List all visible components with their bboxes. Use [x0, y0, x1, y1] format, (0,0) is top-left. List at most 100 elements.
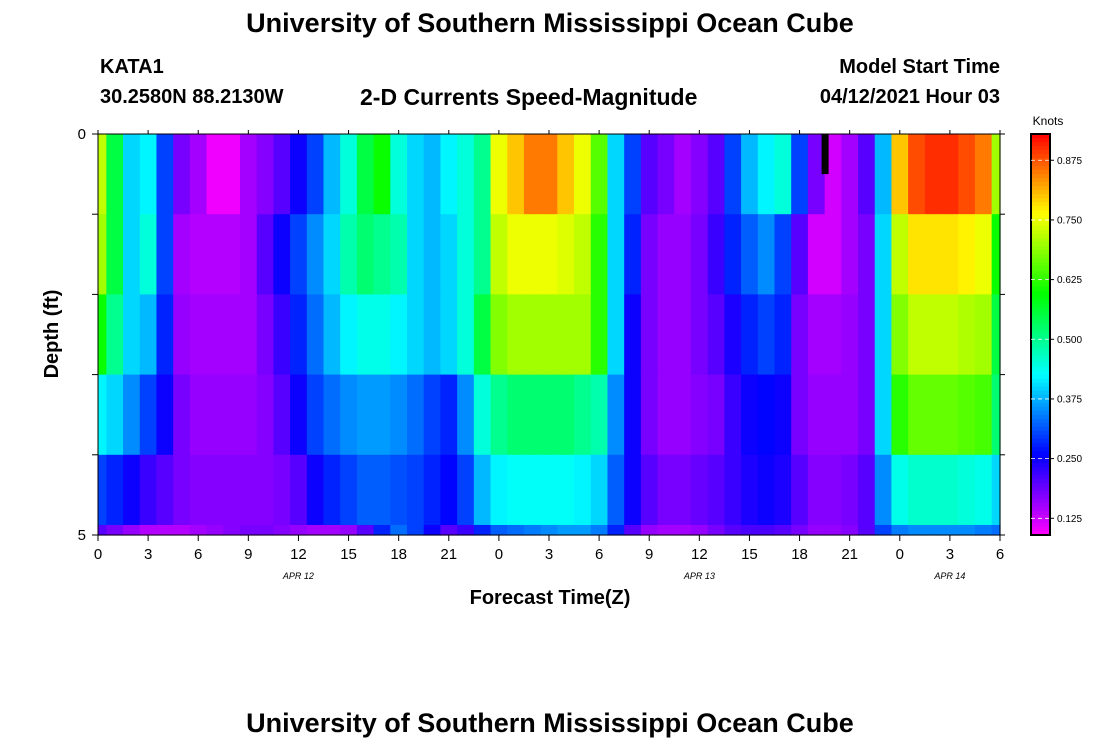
station-coordinates: 30.2580N 88.2130W	[100, 86, 284, 108]
colorbar-swatch	[1031, 482, 1050, 488]
heatmap-cell	[390, 454, 408, 526]
heatmap-cell	[741, 454, 759, 526]
colorbar-swatch	[1031, 494, 1050, 500]
heatmap-cell	[924, 294, 943, 376]
heatmap-cell	[407, 454, 425, 526]
heatmap-cell	[356, 294, 375, 376]
heatmap-cell	[807, 374, 826, 456]
heatmap-cell	[891, 134, 909, 215]
heatmap-cell	[173, 374, 191, 456]
heatmap-cells	[98, 134, 1001, 536]
colorbar-swatch	[1031, 350, 1050, 356]
chart-subtitle: 2-D Currents Speed-Magnitude	[360, 84, 698, 110]
heatmap-cell	[440, 294, 458, 376]
heatmap-cell	[473, 374, 492, 456]
heatmap-cell	[457, 134, 475, 215]
heatmap-cell	[356, 524, 375, 536]
colorbar-swatch	[1031, 214, 1050, 219]
colorbar-swatch	[1031, 222, 1050, 227]
heatmap-cell	[858, 294, 876, 376]
x-tick-label: 3	[545, 546, 553, 563]
heatmap-cell	[156, 374, 174, 456]
colorbar-swatch	[1031, 274, 1050, 279]
heatmap-cell	[874, 134, 893, 215]
colorbar-swatch	[1031, 170, 1050, 175]
colorbar-tick-label: 0.500	[1057, 335, 1082, 346]
colorbar-swatch	[1031, 238, 1050, 243]
heatmap-cell	[273, 214, 291, 295]
heatmap-cell	[306, 374, 325, 456]
colorbar-swatch	[1031, 162, 1050, 167]
heatmap-cell	[574, 454, 592, 526]
heatmap-cell	[390, 294, 408, 376]
model-start-time: 04/12/2021 Hour 03	[819, 86, 1000, 108]
heatmap-cell	[807, 454, 826, 526]
heatmap-cell	[189, 374, 208, 456]
heatmap-cell	[741, 134, 759, 215]
heatmap-cell	[373, 134, 391, 215]
colorbar-swatch	[1031, 386, 1050, 392]
heatmap-cell	[206, 294, 224, 376]
heatmap-cell	[206, 454, 224, 526]
heatmap-cell	[924, 134, 943, 215]
heatmap-cell	[624, 214, 642, 295]
colorbar-swatch	[1031, 338, 1050, 344]
heatmap-cell	[323, 524, 341, 536]
heatmap-cell	[457, 454, 475, 526]
heatmap-cell	[607, 214, 625, 295]
heatmap-cell	[256, 454, 274, 526]
heatmap-cell	[139, 294, 158, 376]
colorbar-swatch	[1031, 246, 1050, 251]
colorbar-swatch	[1031, 486, 1050, 492]
heatmap-cell	[490, 214, 508, 295]
heatmap-cell	[290, 214, 308, 295]
heatmap-cell	[98, 454, 107, 526]
heatmap-cell	[540, 454, 558, 526]
heatmap-cell	[356, 374, 375, 456]
heatmap-cell	[306, 454, 325, 526]
day-label: APR 12	[282, 571, 314, 581]
station-id: KATA1	[100, 56, 164, 78]
heatmap-cell	[390, 374, 408, 456]
heatmap-cell	[423, 134, 442, 215]
heatmap-cell	[824, 214, 842, 295]
heatmap-cell	[106, 524, 124, 536]
heatmap-cell	[958, 214, 976, 295]
heatmap-cell	[473, 294, 492, 376]
heatmap-cell	[256, 134, 274, 215]
heatmap-cell	[206, 134, 224, 215]
colorbar-swatch	[1031, 266, 1050, 271]
heatmap-cell	[223, 214, 241, 295]
heatmap-cell	[690, 214, 709, 295]
heatmap-cell	[624, 454, 642, 526]
heatmap-cell	[457, 294, 475, 376]
heatmap-cell	[858, 454, 876, 526]
heatmap-cell	[407, 524, 425, 536]
heatmap-cell	[974, 294, 993, 376]
colorbar-swatch	[1031, 270, 1050, 275]
heatmap-cell	[741, 374, 759, 456]
heatmap-cell	[473, 134, 492, 215]
heatmap-cell	[540, 134, 558, 215]
heatmap-cell	[356, 134, 375, 215]
heatmap-cell	[273, 134, 291, 215]
colorbar-swatch	[1031, 474, 1050, 480]
colorbar-swatch	[1031, 450, 1050, 456]
colorbar-swatch	[1031, 394, 1050, 400]
time-marker	[821, 134, 829, 175]
colorbar-swatch	[1031, 334, 1050, 340]
heatmap-cell	[607, 294, 625, 376]
heatmap-cell	[991, 454, 1001, 526]
colorbar-swatch	[1031, 242, 1050, 247]
heatmap-cell	[958, 374, 976, 456]
heatmap-cell	[958, 294, 976, 376]
x-tick-label: 3	[144, 546, 152, 563]
heatmap-cell	[106, 374, 124, 456]
heatmap-cell	[874, 524, 893, 536]
heatmap-cell	[774, 134, 792, 215]
heatmap-cell	[791, 524, 809, 536]
colorbar-swatch	[1031, 250, 1050, 255]
heatmap-cell	[757, 214, 776, 295]
heatmap-cell	[557, 134, 575, 215]
heatmap-cell	[574, 294, 592, 376]
